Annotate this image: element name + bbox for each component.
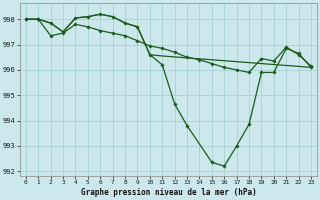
X-axis label: Graphe pression niveau de la mer (hPa): Graphe pression niveau de la mer (hPa) <box>81 188 256 197</box>
